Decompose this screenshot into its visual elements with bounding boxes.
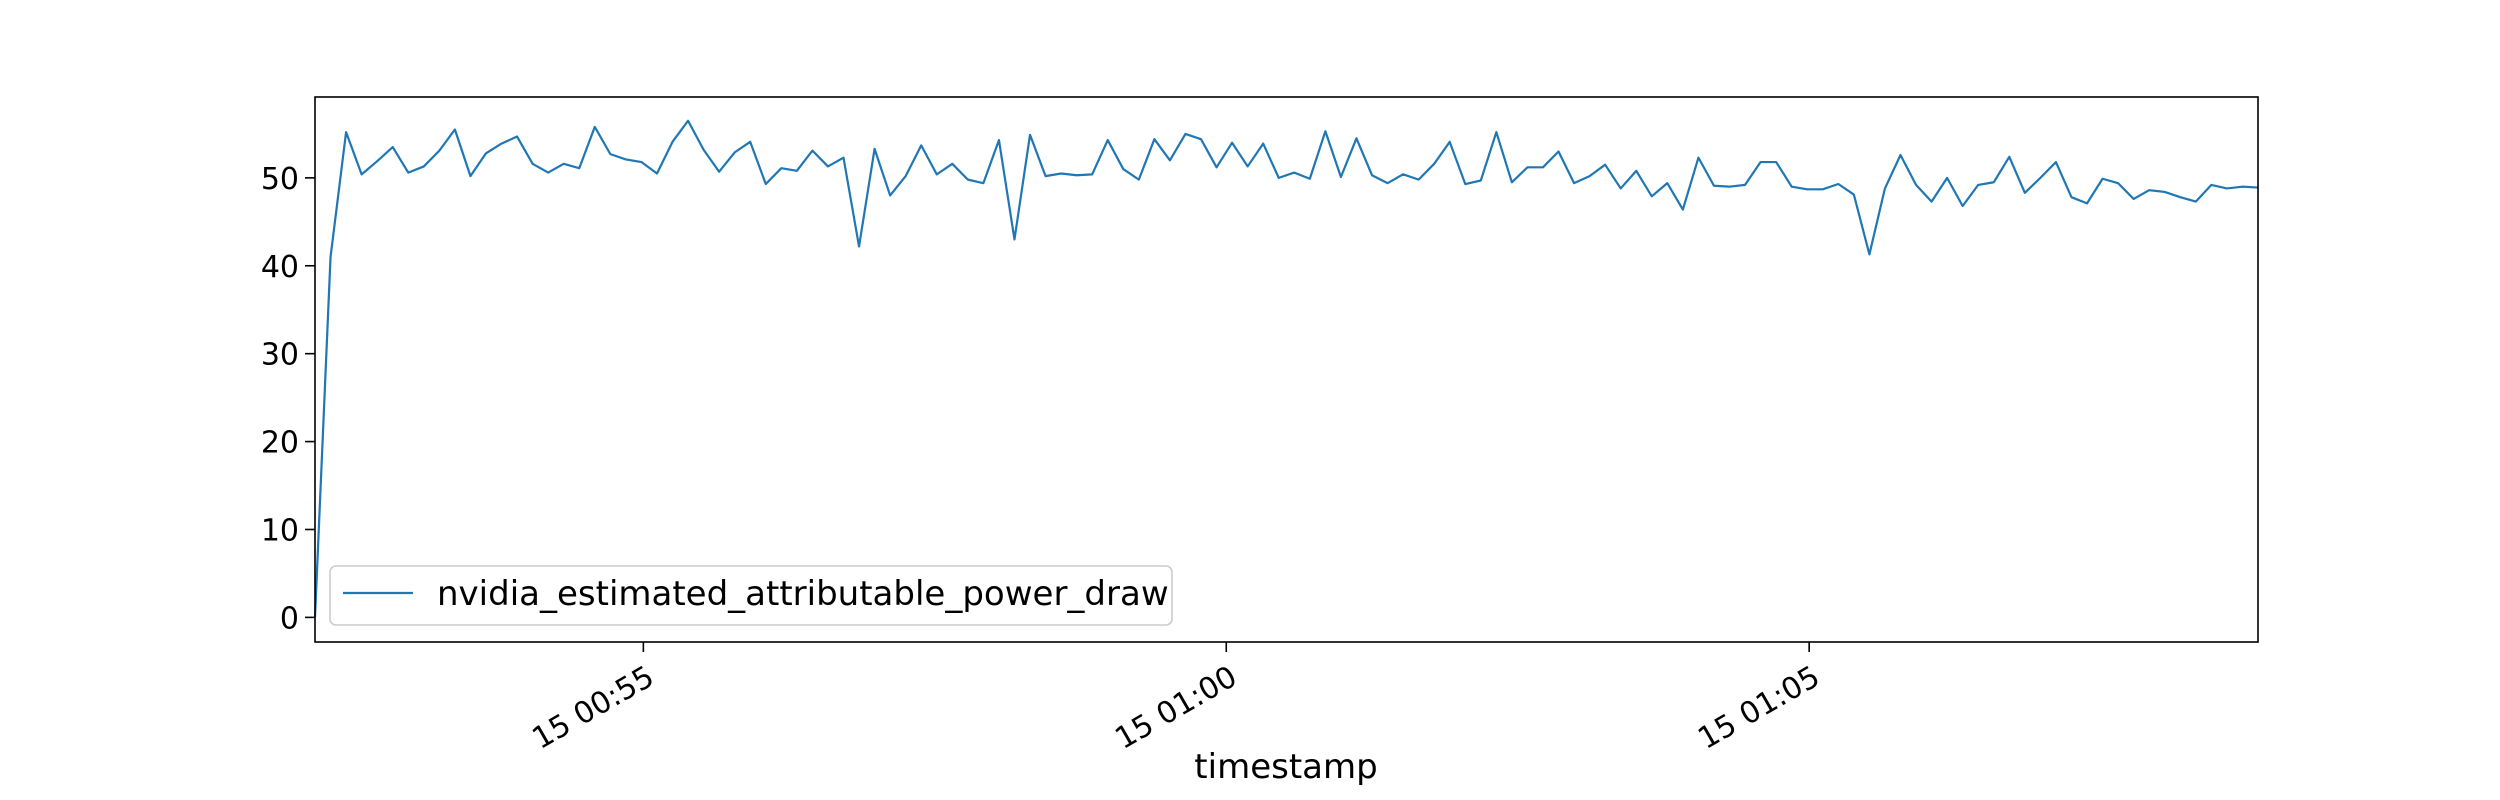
legend-label: nvidia_estimated_attributable_power_draw [437,574,1169,614]
y-tick-label: 50 [261,162,299,197]
y-tick-label: 20 [261,426,299,461]
y-tick-label: 30 [261,338,299,373]
plot-frame [314,96,2259,643]
series-line-power-draw [313,119,2259,618]
y-tick-label: 0 [280,601,299,636]
y-tick-label: 10 [261,513,299,548]
x-axis-label: timestamp [1194,747,1377,787]
legend-box [329,565,1173,626]
y-tick-label: 40 [261,250,299,285]
y-axis-ticks: 0 10 20 30 40 50 [261,162,315,636]
legend: nvidia_estimated_attributable_power_draw [329,565,1173,626]
